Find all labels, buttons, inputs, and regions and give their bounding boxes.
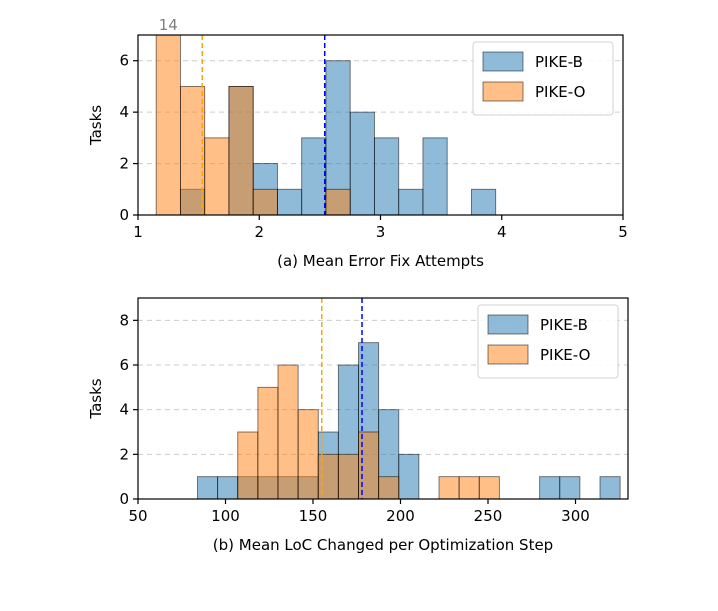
legend-swatch-pike-o xyxy=(482,81,524,102)
x-tick-label: 5 xyxy=(618,223,628,241)
y-tick-label: 2 xyxy=(119,445,129,463)
legend-label-pike-b: PIKE-B xyxy=(540,316,588,334)
legend-swatch-pike-b xyxy=(482,51,524,72)
histogram-bar-pike-o xyxy=(179,85,206,215)
x-tick-label: 250 xyxy=(474,507,503,525)
legend-swatch-pike-o xyxy=(487,344,529,365)
histogram-bar-pike-o xyxy=(204,137,230,215)
x-axis-title: (a) Mean Error Fix Attempts xyxy=(277,252,484,270)
x-tick-label: 100 xyxy=(211,507,240,525)
y-tick-label: 4 xyxy=(119,401,129,419)
histogram-bar-pike-o xyxy=(297,409,319,499)
histogram-bar-pike-o xyxy=(358,431,380,499)
histogram-bar-pike-b xyxy=(349,111,375,215)
legend: PIKE-B PIKE-O xyxy=(472,41,614,116)
histogram-bar-pike-o xyxy=(228,85,254,215)
histogram-bar-pike-o xyxy=(237,431,259,499)
x-tick-label: 50 xyxy=(128,507,147,525)
histogram-bar-pike-o xyxy=(478,476,500,499)
y-axis-title: Tasks xyxy=(87,105,105,146)
histogram-bar-pike-o xyxy=(325,188,351,215)
plot-frame xyxy=(137,297,629,500)
legend-swatch-pike-b xyxy=(487,314,529,335)
histogram-bar-pike-o xyxy=(257,386,279,499)
bar-value-annotation: 14 xyxy=(159,16,178,34)
histogram-bar-pike-o xyxy=(277,364,299,499)
legend: PIKE-B PIKE-O xyxy=(477,304,619,379)
histogram-bar-pike-b xyxy=(422,137,448,215)
legend-label-pike-b: PIKE-B xyxy=(535,53,583,71)
histogram-bar-pike-b xyxy=(373,137,400,215)
panel-b-loc-changed: 50 100 150 200 250 300 0 2 4 6 8 (b) Mean LoC Chang… xyxy=(87,297,629,554)
panel-a-error-fix-attempts: 1 2 3 4 5 0 2 4 6 (a) Mean Error Fix Attempts Task… xyxy=(87,16,628,270)
histogram-bar-pike-b xyxy=(539,476,561,499)
y-tick-label: 0 xyxy=(119,206,129,224)
x-tick-label: 1 xyxy=(133,223,143,241)
histogram-bar-pike-b xyxy=(470,188,497,215)
y-tick-label: 0 xyxy=(119,490,129,508)
histogram-bar-pike-o xyxy=(378,476,400,499)
histogram-bar-pike-o xyxy=(252,188,278,215)
histogram-bar-pike-o xyxy=(337,453,359,499)
x-tick-label: 3 xyxy=(376,223,386,241)
y-tick-label: 4 xyxy=(119,103,129,121)
x-tick-label: 300 xyxy=(561,507,590,525)
histogram-bar-pike-b xyxy=(599,476,621,499)
histogram-bar-pike-b xyxy=(197,476,219,499)
histogram-bar-pike-o xyxy=(438,476,460,499)
x-tick-label: 200 xyxy=(386,507,415,525)
histogram-bar-pike-b xyxy=(276,188,303,215)
legend-label-pike-o: PIKE-O xyxy=(535,83,585,101)
histogram-bar-pike-b xyxy=(301,137,327,215)
x-axis-title: (b) Mean LoC Changed per Optimization St… xyxy=(213,536,553,554)
y-tick-label: 2 xyxy=(119,155,129,173)
x-tick-label: 150 xyxy=(299,507,328,525)
histogram-bar-pike-b xyxy=(398,188,424,215)
histogram-bar-pike-o xyxy=(155,35,181,215)
y-tick-label: 6 xyxy=(119,52,129,70)
histogram-bar-pike-b xyxy=(217,476,239,499)
y-axis-title: Tasks xyxy=(87,378,105,419)
histogram-bar-pike-b xyxy=(559,476,581,499)
histogram-bar-pike-b xyxy=(398,453,420,499)
legend-label-pike-o: PIKE-O xyxy=(540,346,590,364)
histogram-bar-pike-o xyxy=(458,476,480,499)
y-tick-label: 8 xyxy=(119,311,129,329)
x-tick-label: 2 xyxy=(254,223,264,241)
y-tick-label: 6 xyxy=(119,356,129,374)
x-tick-label: 4 xyxy=(497,223,507,241)
